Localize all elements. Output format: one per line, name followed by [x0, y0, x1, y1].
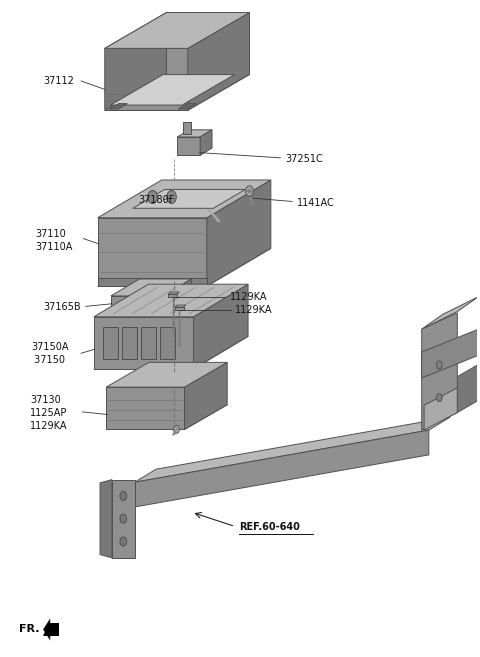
Polygon shape	[122, 327, 137, 359]
Polygon shape	[207, 180, 271, 286]
Text: 37112: 37112	[43, 76, 74, 86]
Text: 1129KA: 1129KA	[235, 306, 273, 315]
Polygon shape	[179, 104, 196, 109]
Polygon shape	[168, 294, 177, 297]
Polygon shape	[109, 104, 127, 109]
Polygon shape	[105, 12, 167, 110]
Polygon shape	[110, 75, 235, 105]
Circle shape	[120, 514, 127, 523]
Polygon shape	[168, 292, 179, 294]
Polygon shape	[43, 623, 59, 636]
Circle shape	[436, 361, 442, 369]
Text: 37130
1125AP
1129KA: 37130 1125AP 1129KA	[30, 395, 68, 432]
Polygon shape	[97, 248, 271, 286]
Circle shape	[120, 537, 127, 546]
Polygon shape	[141, 327, 156, 359]
Polygon shape	[112, 480, 135, 558]
Polygon shape	[175, 305, 186, 307]
Polygon shape	[183, 122, 191, 134]
Circle shape	[120, 491, 127, 501]
Polygon shape	[184, 363, 227, 430]
Circle shape	[436, 394, 442, 401]
Polygon shape	[97, 279, 207, 286]
Polygon shape	[43, 618, 50, 641]
Circle shape	[174, 426, 179, 434]
Polygon shape	[167, 12, 250, 74]
Polygon shape	[424, 388, 457, 430]
Text: 1141AC: 1141AC	[297, 198, 335, 208]
Polygon shape	[422, 329, 479, 378]
Polygon shape	[175, 307, 183, 310]
Polygon shape	[94, 284, 248, 317]
Circle shape	[246, 186, 253, 196]
Polygon shape	[106, 363, 227, 387]
Polygon shape	[193, 284, 248, 369]
Text: 37165B: 37165B	[43, 302, 81, 312]
Polygon shape	[97, 180, 271, 217]
Text: 1129KA: 1129KA	[229, 292, 267, 302]
Polygon shape	[457, 352, 480, 413]
Text: REF.60-640: REF.60-640	[239, 522, 300, 532]
Circle shape	[248, 189, 252, 194]
Polygon shape	[200, 130, 212, 155]
Polygon shape	[106, 387, 184, 430]
Polygon shape	[105, 49, 188, 110]
Polygon shape	[135, 417, 450, 482]
Polygon shape	[103, 327, 118, 359]
Circle shape	[165, 192, 175, 205]
Polygon shape	[106, 405, 227, 430]
Polygon shape	[105, 12, 250, 49]
Polygon shape	[94, 336, 248, 369]
Text: FR.: FR.	[19, 624, 40, 635]
Polygon shape	[135, 430, 429, 507]
Polygon shape	[132, 189, 245, 208]
Polygon shape	[188, 12, 250, 110]
Text: 37150A
 37150: 37150A 37150	[31, 342, 69, 365]
Polygon shape	[97, 217, 207, 286]
Text: 37251C: 37251C	[285, 154, 323, 164]
Polygon shape	[111, 296, 163, 309]
Text: 37110
37110A: 37110 37110A	[35, 229, 72, 252]
Polygon shape	[100, 480, 112, 558]
Polygon shape	[94, 317, 193, 369]
Polygon shape	[178, 137, 200, 155]
Polygon shape	[422, 296, 479, 329]
Circle shape	[167, 191, 176, 204]
Polygon shape	[178, 130, 212, 137]
Polygon shape	[160, 327, 175, 359]
Polygon shape	[105, 74, 250, 110]
Text: 37180F: 37180F	[138, 194, 174, 204]
Polygon shape	[163, 279, 192, 309]
Circle shape	[148, 191, 157, 204]
Polygon shape	[111, 279, 192, 296]
Polygon shape	[422, 313, 457, 430]
